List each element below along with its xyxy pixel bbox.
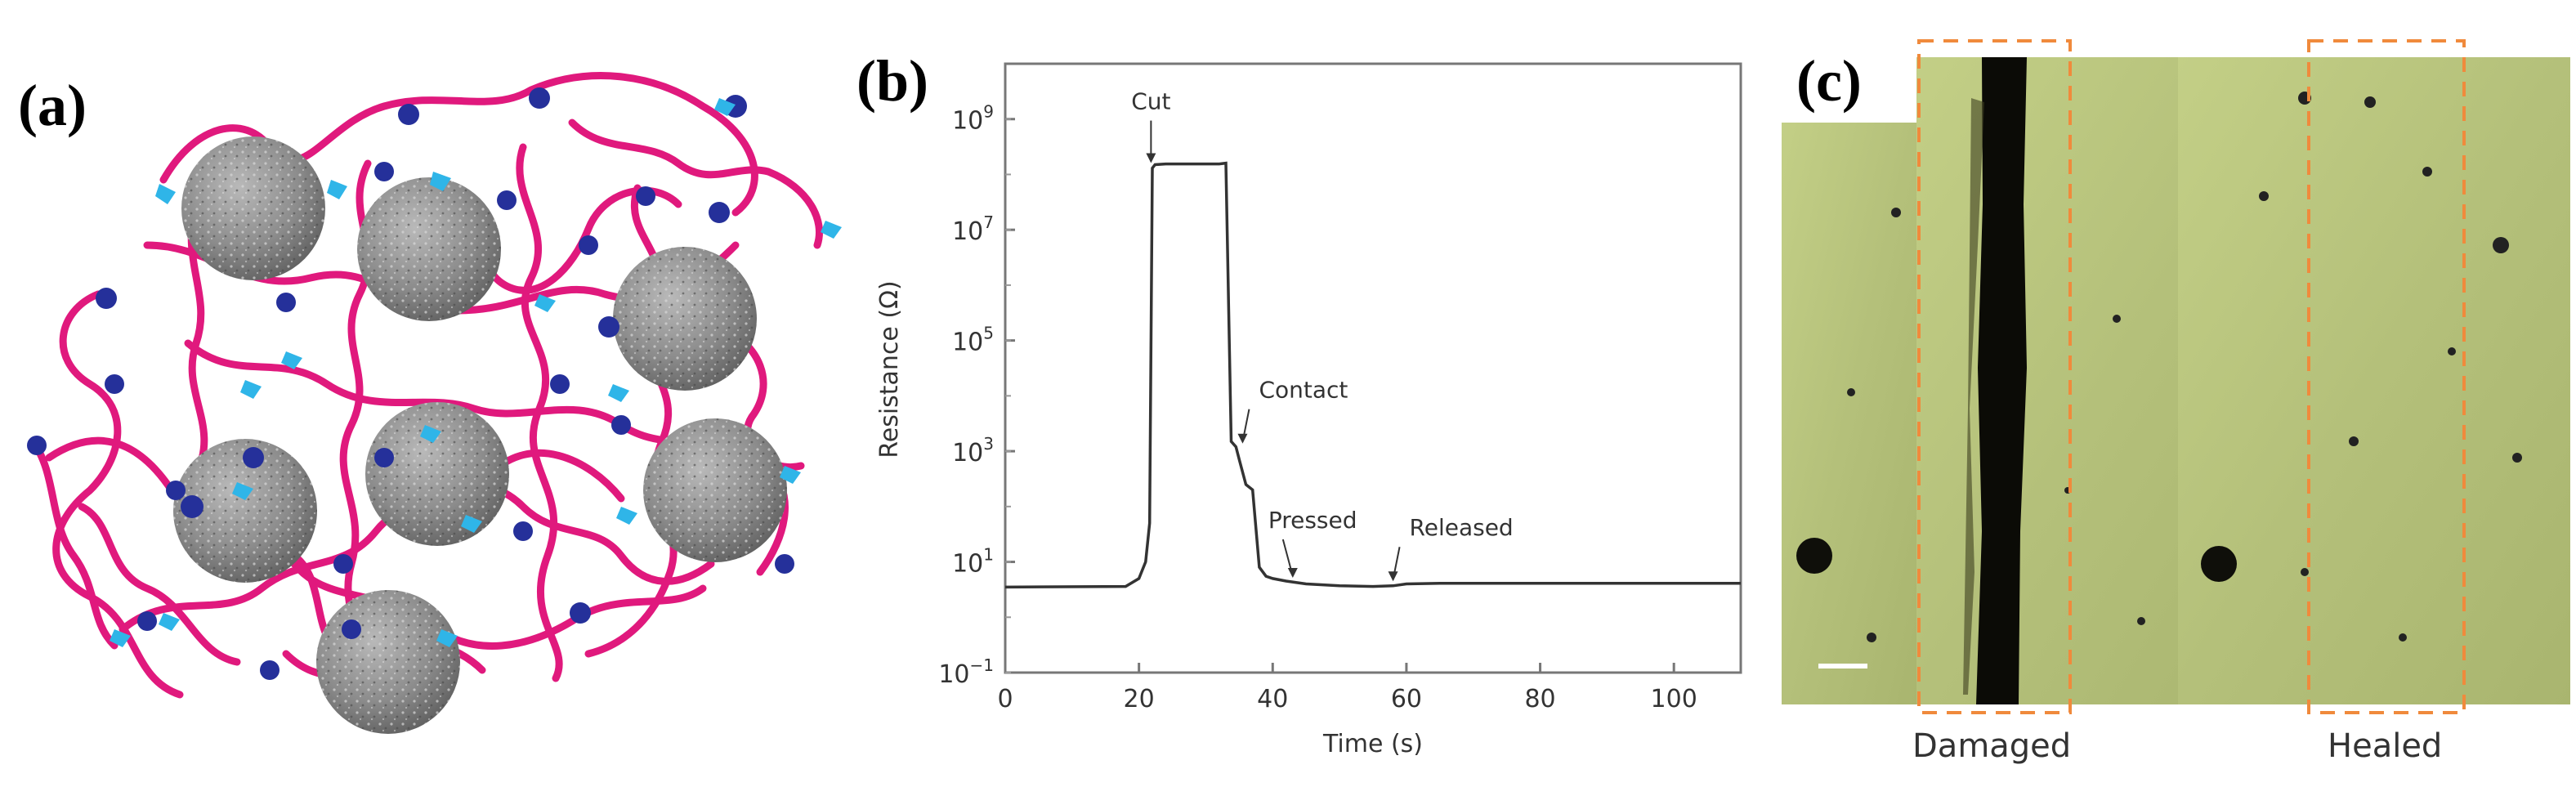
healed-micrograph xyxy=(2178,39,2570,714)
debris-spot xyxy=(2137,617,2145,625)
panel-a-label: (a) xyxy=(18,73,87,138)
y-tick-label: 105 xyxy=(952,324,994,357)
damaged-region-box xyxy=(1917,39,2072,714)
y-ticks: 109 107 105 103 101 10−1 xyxy=(938,102,1015,689)
debris-spot xyxy=(2364,96,2376,108)
x-ticks: 0 20 40 60 80 100 xyxy=(997,663,1697,713)
debris-spot xyxy=(2422,167,2432,177)
crack xyxy=(1976,57,2027,704)
healed-region-box xyxy=(2307,39,2466,714)
y-axis-label: Resistance (Ω) xyxy=(875,280,904,458)
network-schematic xyxy=(27,72,842,734)
x-tick-label: 0 xyxy=(997,685,1013,713)
x-tick-label: 40 xyxy=(1257,685,1288,713)
panel-c-label: (c) xyxy=(1796,48,1862,114)
annotation-label: Contact xyxy=(1259,377,1348,404)
caption-healed: Healed xyxy=(2328,727,2443,765)
debris-spot xyxy=(2349,436,2359,446)
annotation-arrowhead xyxy=(1388,571,1398,582)
debris-spot xyxy=(2301,568,2309,576)
debris-spot xyxy=(1891,208,1901,217)
bond-groups-light xyxy=(110,98,842,647)
annotation-arrowhead xyxy=(1237,433,1248,444)
debris-spot xyxy=(2113,315,2121,323)
y-tick-label: 10−1 xyxy=(938,655,994,689)
debris-spot xyxy=(2201,546,2237,582)
x-tick-label: 60 xyxy=(1391,685,1422,713)
annotation-label: Pressed xyxy=(1268,507,1357,534)
panel-b-label: (b) xyxy=(856,48,928,114)
scale-bar xyxy=(1818,664,1867,669)
annotation-label: Cut xyxy=(1131,88,1170,115)
y-tick-label: 109 xyxy=(952,102,994,136)
filler-particles xyxy=(173,136,787,734)
annotations: Cut Contact Pressed Released xyxy=(1131,88,1514,582)
x-tick-label: 80 xyxy=(1524,685,1555,713)
y-tick-label: 101 xyxy=(952,545,994,579)
debris-spot xyxy=(2448,347,2456,355)
debris-spot xyxy=(2512,453,2522,463)
caption-damaged: Damaged xyxy=(1912,727,2072,765)
annotation-arrowhead xyxy=(1287,568,1298,579)
x-axis-label: Time (s) xyxy=(1322,730,1423,758)
plot-frame xyxy=(1004,62,1742,674)
annotation-arrowhead xyxy=(1146,153,1156,163)
y-tick-label: 107 xyxy=(952,212,994,246)
x-tick-label: 100 xyxy=(1651,685,1697,713)
x-tick-label: 20 xyxy=(1124,685,1155,713)
debris-spot xyxy=(1796,538,1832,574)
debris-spot xyxy=(2259,191,2269,201)
debris-spot xyxy=(2493,237,2509,253)
y-tick-label: 103 xyxy=(952,434,994,467)
micrographs xyxy=(1782,39,2570,714)
annotation-label: Released xyxy=(1410,514,1514,541)
debris-spot xyxy=(2399,633,2407,642)
series-line xyxy=(1004,161,1741,589)
debris-spot xyxy=(1847,388,1855,396)
debris-spot xyxy=(1867,633,1876,642)
resistance-time-chart: 0 20 40 60 80 100 109 107 105 103 101 10−1 Cut Cont… xyxy=(875,62,1742,758)
bond-groups-dark xyxy=(27,87,794,680)
